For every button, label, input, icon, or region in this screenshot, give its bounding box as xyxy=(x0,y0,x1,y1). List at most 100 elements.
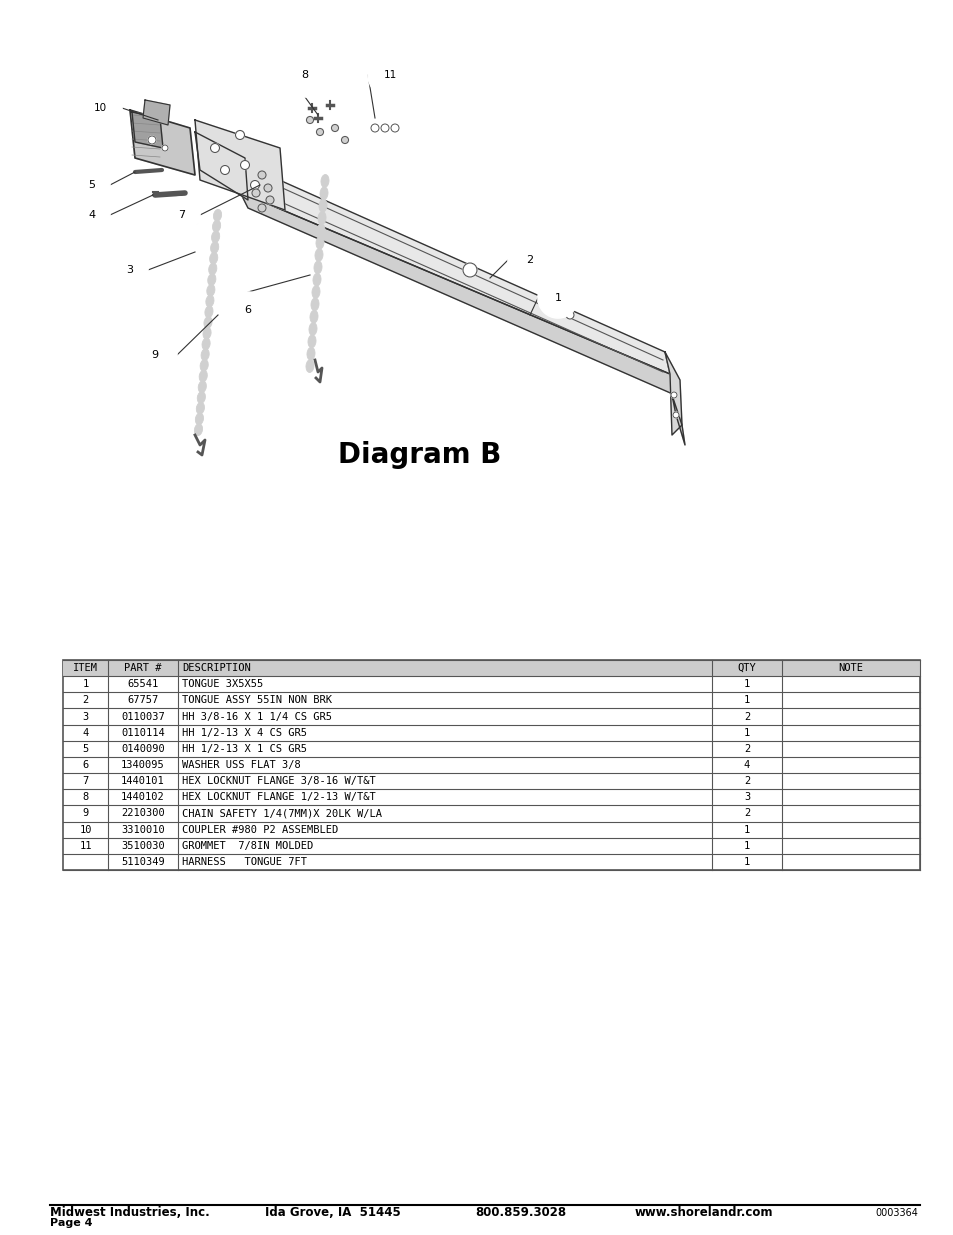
Circle shape xyxy=(74,167,110,203)
Circle shape xyxy=(211,143,219,152)
Circle shape xyxy=(462,263,476,277)
Ellipse shape xyxy=(204,316,212,329)
Ellipse shape xyxy=(320,174,329,188)
Ellipse shape xyxy=(195,412,203,425)
Text: COUPLER #980 P2 ASSEMBLED: COUPLER #980 P2 ASSEMBLED xyxy=(182,825,338,835)
Text: Diagram B: Diagram B xyxy=(338,441,501,469)
Ellipse shape xyxy=(316,224,325,237)
Circle shape xyxy=(264,184,272,191)
Text: HH 1/2-13 X 1 CS GR5: HH 1/2-13 X 1 CS GR5 xyxy=(182,743,307,753)
Text: Midwest Industries, Inc.: Midwest Industries, Inc. xyxy=(50,1207,210,1219)
Ellipse shape xyxy=(198,380,206,393)
Ellipse shape xyxy=(194,424,202,436)
Text: 9: 9 xyxy=(82,809,89,819)
Circle shape xyxy=(78,86,122,130)
Ellipse shape xyxy=(213,210,221,221)
Text: 5: 5 xyxy=(89,180,95,190)
Text: 1: 1 xyxy=(743,841,749,851)
Circle shape xyxy=(341,137,348,143)
Text: 5110349: 5110349 xyxy=(121,857,165,867)
Text: 7: 7 xyxy=(82,776,89,787)
Text: 1: 1 xyxy=(743,857,749,867)
Polygon shape xyxy=(130,110,194,175)
Text: 11: 11 xyxy=(79,841,91,851)
Ellipse shape xyxy=(212,231,219,243)
Text: 5: 5 xyxy=(82,743,89,753)
Ellipse shape xyxy=(197,391,205,404)
Text: HEX LOCKNUT FLANGE 3/8-16 W/T&T: HEX LOCKNUT FLANGE 3/8-16 W/T&T xyxy=(182,776,375,787)
Text: WASHER USS FLAT 3/8: WASHER USS FLAT 3/8 xyxy=(182,760,300,769)
Text: NOTE: NOTE xyxy=(838,663,862,673)
Text: HARNESS   TONGUE 7FT: HARNESS TONGUE 7FT xyxy=(182,857,307,867)
Text: 2: 2 xyxy=(743,809,749,819)
Text: 1440102: 1440102 xyxy=(121,793,165,803)
Text: 8: 8 xyxy=(82,793,89,803)
Circle shape xyxy=(368,53,412,98)
Polygon shape xyxy=(671,395,684,445)
Ellipse shape xyxy=(210,252,217,264)
Text: Page 4: Page 4 xyxy=(50,1218,92,1228)
Circle shape xyxy=(670,391,677,398)
Circle shape xyxy=(132,333,177,377)
Ellipse shape xyxy=(207,284,214,296)
Text: 1340095: 1340095 xyxy=(121,760,165,769)
Circle shape xyxy=(235,131,244,140)
Circle shape xyxy=(148,136,156,144)
Ellipse shape xyxy=(200,359,208,372)
Text: Ida Grove, IA  51445: Ida Grove, IA 51445 xyxy=(265,1207,400,1219)
Ellipse shape xyxy=(205,306,213,317)
Text: TONGUE 3X5X55: TONGUE 3X5X55 xyxy=(182,679,263,689)
Text: CHAIN SAFETY 1/4(7MM)X 20LK W/LA: CHAIN SAFETY 1/4(7MM)X 20LK W/LA xyxy=(182,809,381,819)
Text: 3: 3 xyxy=(82,711,89,721)
Text: 4: 4 xyxy=(89,210,95,220)
Text: PART #: PART # xyxy=(124,663,162,673)
Text: 4: 4 xyxy=(743,760,749,769)
Text: 3510030: 3510030 xyxy=(121,841,165,851)
Circle shape xyxy=(162,144,168,151)
Text: 0140090: 0140090 xyxy=(121,743,165,753)
Text: 7: 7 xyxy=(178,210,186,220)
Circle shape xyxy=(371,124,378,132)
Ellipse shape xyxy=(314,261,322,274)
Text: 4: 4 xyxy=(82,727,89,737)
Text: 2: 2 xyxy=(82,695,89,705)
Polygon shape xyxy=(230,158,669,374)
Circle shape xyxy=(257,170,266,179)
Circle shape xyxy=(266,196,274,204)
Ellipse shape xyxy=(209,263,216,275)
Text: 65541: 65541 xyxy=(128,679,158,689)
Circle shape xyxy=(112,252,148,288)
Text: www.shorelandr.com: www.shorelandr.com xyxy=(635,1207,773,1219)
Ellipse shape xyxy=(307,347,314,361)
Text: 1440101: 1440101 xyxy=(121,776,165,787)
Circle shape xyxy=(306,116,314,124)
Ellipse shape xyxy=(315,236,324,249)
Text: TONGUE ASSY 55IN NON BRK: TONGUE ASSY 55IN NON BRK xyxy=(182,695,332,705)
Text: HH 3/8-16 X 1 1/4 CS GR5: HH 3/8-16 X 1 1/4 CS GR5 xyxy=(182,711,332,721)
Text: QTY: QTY xyxy=(737,663,756,673)
Ellipse shape xyxy=(319,186,328,200)
Ellipse shape xyxy=(310,310,317,324)
Text: 8: 8 xyxy=(301,70,308,80)
Circle shape xyxy=(380,124,389,132)
Text: 11: 11 xyxy=(383,70,396,80)
Text: 3310010: 3310010 xyxy=(121,825,165,835)
Text: HEX LOCKNUT FLANGE 1/2-13 W/T&T: HEX LOCKNUT FLANGE 1/2-13 W/T&T xyxy=(182,793,375,803)
Ellipse shape xyxy=(202,338,210,350)
Ellipse shape xyxy=(311,298,318,311)
Circle shape xyxy=(74,198,110,233)
Ellipse shape xyxy=(211,242,218,253)
Text: 10: 10 xyxy=(79,825,91,835)
Ellipse shape xyxy=(203,327,211,340)
Text: 10: 10 xyxy=(93,103,107,112)
Text: 1: 1 xyxy=(743,727,749,737)
Ellipse shape xyxy=(309,322,316,336)
Circle shape xyxy=(230,291,266,329)
Text: 2: 2 xyxy=(526,254,533,266)
Text: 1: 1 xyxy=(743,825,749,835)
Circle shape xyxy=(251,180,259,189)
Text: 67757: 67757 xyxy=(128,695,158,705)
Text: 3: 3 xyxy=(127,266,133,275)
Text: 1: 1 xyxy=(743,695,749,705)
Polygon shape xyxy=(143,100,170,125)
